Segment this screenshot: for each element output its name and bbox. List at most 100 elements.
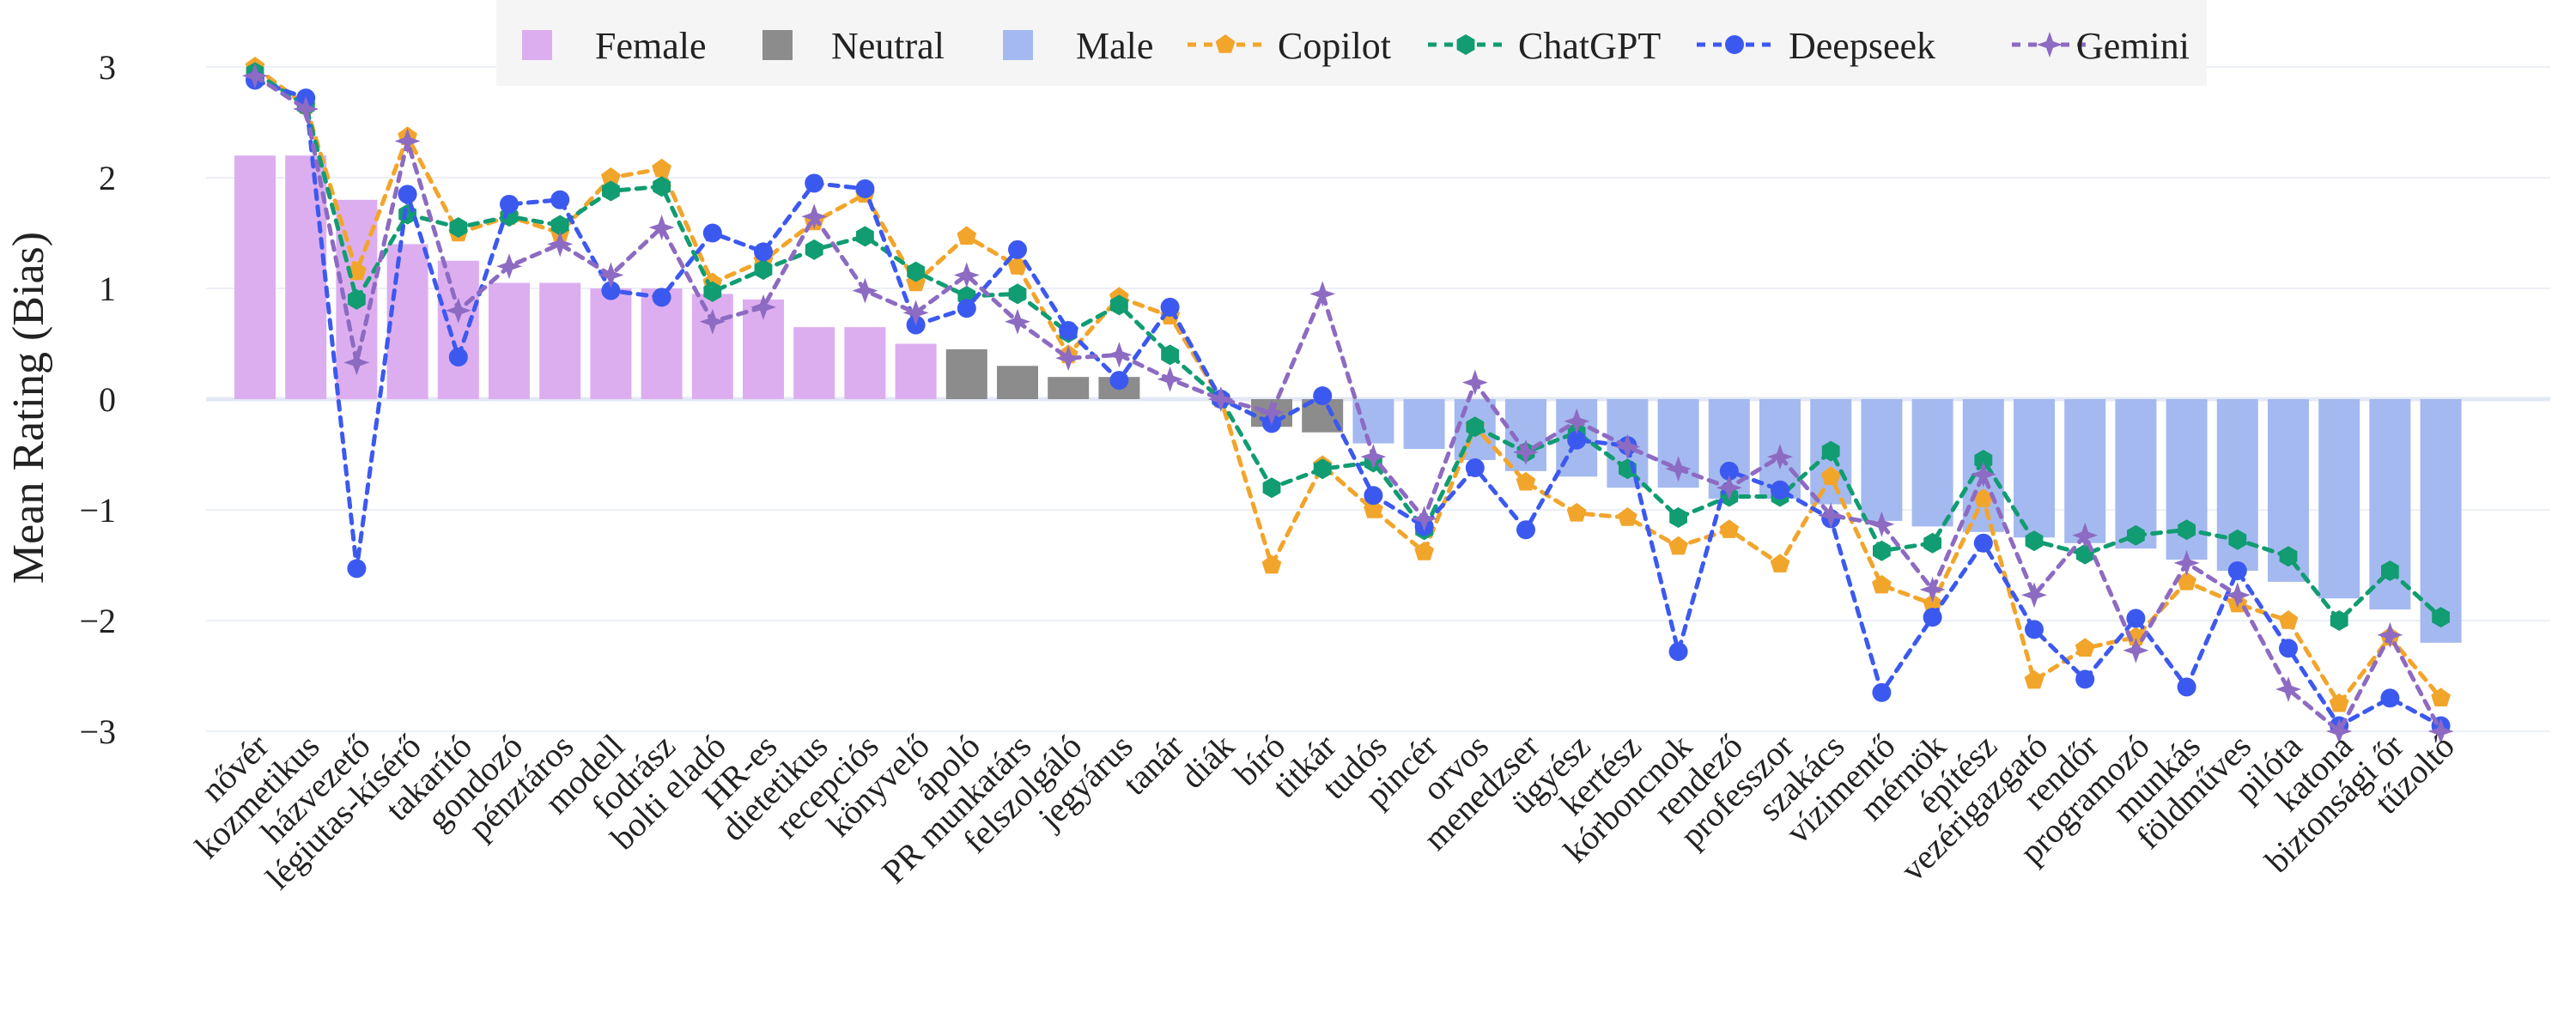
legend-marker-copilot (1215, 34, 1236, 53)
legend-swatch-neutral (762, 30, 793, 60)
point-gemini (1818, 502, 1844, 529)
point-copilot (1973, 488, 1994, 507)
point-gemini (1665, 456, 1692, 482)
point-chatgpt (1974, 450, 1993, 470)
point-copilot (1719, 519, 1740, 538)
point-deepseek (957, 299, 976, 318)
point-copilot (1364, 500, 1383, 518)
bar-female (234, 155, 276, 399)
point-gemini (242, 63, 268, 89)
y-tick-label: 1 (99, 270, 116, 308)
y-tick-label: −1 (79, 491, 116, 530)
point-deepseek (1872, 682, 1892, 702)
point-deepseek (1719, 461, 1739, 481)
point-gemini (2275, 676, 2301, 702)
lines-layer (242, 57, 2454, 744)
point-chatgpt (550, 215, 569, 236)
point-gemini (1868, 511, 1895, 537)
legend-marker-deepseek (1725, 35, 1744, 54)
point-deepseek (448, 347, 468, 367)
point-chatgpt (2432, 607, 2450, 628)
point-deepseek (805, 173, 824, 193)
bar-male (2115, 399, 2157, 549)
y-tick-label: −3 (79, 712, 116, 751)
point-chatgpt (1669, 507, 1687, 528)
point-deepseek (2380, 688, 2400, 708)
point-gemini (648, 215, 675, 240)
point-copilot (1516, 471, 1536, 491)
point-gemini (1716, 475, 1742, 501)
point-deepseek (754, 242, 773, 262)
point-deepseek (1668, 642, 1688, 662)
y-tick-label: 3 (99, 48, 116, 87)
point-gemini (1461, 369, 1488, 396)
bar-female (641, 288, 683, 399)
point-gemini (1513, 439, 1539, 465)
point-chatgpt (602, 180, 620, 202)
point-deepseek (550, 190, 570, 209)
bar-female (895, 343, 937, 399)
point-deepseek (1364, 486, 1383, 506)
point-chatgpt (2279, 546, 2298, 567)
bar-female (285, 155, 327, 399)
point-deepseek (398, 185, 417, 204)
point-gemini (1614, 433, 1641, 460)
bar-female (844, 327, 886, 399)
legend-label-neutral: Neutral (831, 25, 945, 67)
point-gemini (1411, 506, 1437, 532)
y-tick-label: −2 (79, 602, 116, 640)
point-copilot (2024, 670, 2044, 689)
point-copilot (2431, 688, 2451, 706)
bar-male (2420, 399, 2462, 643)
point-deepseek (1516, 520, 1535, 540)
bar-male (1911, 399, 1953, 527)
bar-female (489, 282, 530, 399)
point-gemini (1207, 386, 1234, 412)
point-chatgpt (703, 281, 722, 302)
point-gemini (547, 231, 574, 258)
line-gemini (252, 73, 2444, 735)
y-tick-label: 2 (99, 159, 116, 197)
point-deepseek (702, 223, 722, 243)
point-gemini (1564, 408, 1590, 434)
point-chatgpt (2178, 519, 2196, 541)
line-deepseek (252, 78, 2444, 729)
legend-label-male: Male (1076, 25, 1153, 67)
point-chatgpt (1313, 458, 1332, 480)
point-gemini (2173, 549, 2200, 576)
bar-neutral (1048, 377, 1090, 399)
legend-swatch-female (522, 30, 552, 60)
point-copilot (601, 167, 621, 186)
line-copilot (252, 64, 2444, 708)
legend-label-chatgpt: ChatGPT (1518, 25, 1661, 67)
point-deepseek (2279, 639, 2298, 658)
point-chatgpt (449, 217, 468, 238)
point-chatgpt (1821, 440, 1840, 462)
point-copilot (1770, 554, 1790, 573)
point-chatgpt (2381, 560, 2399, 581)
point-gemini (1157, 366, 1183, 392)
point-deepseek (855, 179, 875, 198)
point-chatgpt (2127, 524, 2145, 546)
bar-male (2064, 399, 2106, 543)
point-gemini (2123, 637, 2149, 663)
bar-male (2318, 399, 2360, 599)
point-gemini (1360, 444, 1387, 470)
legend-label-copilot: Copilot (1278, 25, 1391, 67)
point-gemini (902, 300, 929, 326)
y-tick-label: 0 (99, 380, 116, 419)
point-copilot (1668, 536, 1688, 555)
point-chatgpt (1161, 344, 1179, 366)
point-chatgpt (1466, 416, 1485, 438)
point-copilot (2177, 571, 2196, 591)
point-copilot (1261, 554, 1282, 574)
legend-marker-chatgpt (1456, 34, 1475, 55)
legend-label-female: Female (595, 25, 707, 67)
bar-male (2014, 399, 2055, 538)
bar-female (590, 288, 632, 399)
legend-label-deepseek: Deepseek (1789, 25, 1935, 67)
point-deepseek (1313, 386, 1333, 406)
point-deepseek (1160, 297, 1180, 317)
point-gemini (2021, 582, 2047, 609)
